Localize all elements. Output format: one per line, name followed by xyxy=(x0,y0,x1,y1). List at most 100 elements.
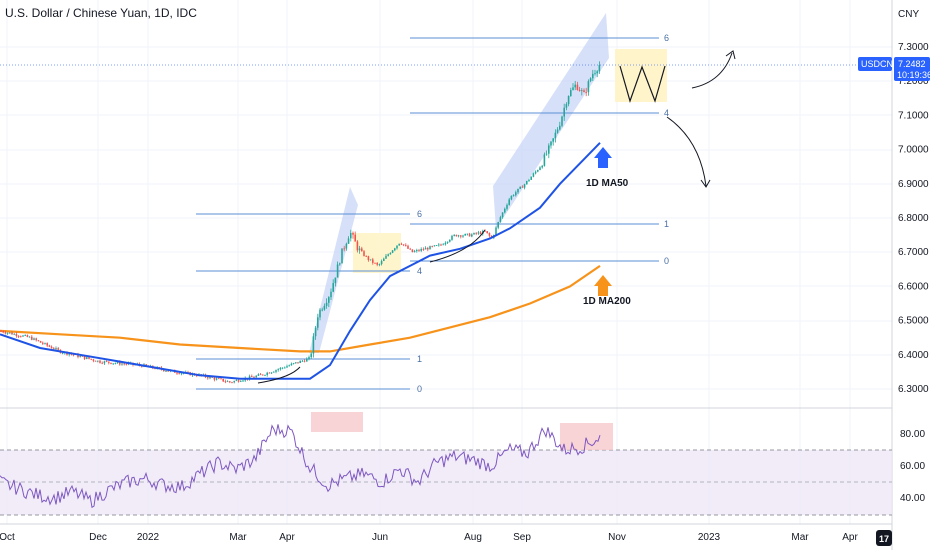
candle-body xyxy=(255,375,257,378)
candle-body xyxy=(339,263,341,265)
candle-body xyxy=(539,167,541,171)
candle-body xyxy=(387,254,389,256)
candle-body xyxy=(438,244,440,246)
fib-third-6-label: 6 xyxy=(664,33,669,43)
candle-body xyxy=(279,367,282,370)
candle-body xyxy=(68,353,70,355)
candle-body xyxy=(224,381,227,383)
candle-body xyxy=(515,192,517,196)
candle-body xyxy=(268,372,271,374)
candle-body xyxy=(523,184,526,188)
time-tick-label: Apr xyxy=(842,532,858,543)
candle-body xyxy=(572,87,574,91)
candle-body xyxy=(444,242,447,245)
candle-body xyxy=(28,336,31,338)
candle-body xyxy=(325,302,328,306)
candle-body xyxy=(477,232,480,234)
candle-body xyxy=(86,357,88,359)
candle-body xyxy=(314,327,317,337)
candle-body xyxy=(90,358,92,360)
fib-second-6-label: 6 xyxy=(417,209,422,219)
candle-body xyxy=(506,204,508,209)
time-tick-label: Oct xyxy=(0,532,15,543)
candle-body xyxy=(552,138,554,142)
candle-body xyxy=(31,336,33,340)
candle-body xyxy=(471,234,473,237)
time-tick-label: Sep xyxy=(513,532,531,543)
candle-body xyxy=(92,359,95,361)
candle-body xyxy=(114,363,117,364)
candle-body xyxy=(6,332,9,334)
candle-body xyxy=(145,364,147,366)
candle-body xyxy=(341,248,343,264)
candle-body xyxy=(424,248,427,250)
candle-body xyxy=(517,188,519,193)
price-badge xyxy=(894,57,930,81)
candle-body xyxy=(411,249,414,253)
candle-body xyxy=(336,264,339,278)
candle-body xyxy=(574,84,576,88)
candle-body xyxy=(567,95,570,105)
candle-body xyxy=(376,263,378,265)
candle-body xyxy=(4,332,7,334)
candle-body xyxy=(440,244,442,246)
candle-body xyxy=(94,360,97,362)
candle-body xyxy=(352,232,354,235)
arrow-up-head xyxy=(725,50,736,60)
candle-body xyxy=(508,199,510,205)
candle-body xyxy=(266,372,268,375)
candle-body xyxy=(116,361,119,364)
symbol-badge xyxy=(858,57,892,71)
rsi-hot-zone-2 xyxy=(560,423,613,450)
candle-body xyxy=(429,246,431,250)
rising-channel-1 xyxy=(309,187,358,353)
candle-body xyxy=(532,173,535,177)
rsi-tick-label: 60.00 xyxy=(900,461,925,472)
candle-body xyxy=(380,261,383,265)
arrow-down-curve xyxy=(666,116,707,187)
candle-body xyxy=(563,107,565,117)
price-axis-ticks: 7.3000 7.2000 7.1000 7.0000 6.9000 6.8000 6.70… xyxy=(898,42,929,395)
price-badge-countdown: 10:19:36 xyxy=(897,70,932,80)
price-tick-label: 7.0000 xyxy=(898,145,929,156)
candle-body xyxy=(530,176,532,180)
candle-body xyxy=(215,378,218,380)
candle-body xyxy=(46,343,48,346)
candle-body xyxy=(554,132,557,139)
candle-body xyxy=(389,252,392,255)
candle-body xyxy=(176,372,178,374)
candle-body xyxy=(464,233,466,236)
candle-body xyxy=(264,374,266,376)
candle-body xyxy=(594,73,596,75)
candle-body xyxy=(361,248,363,252)
candle-body xyxy=(20,336,22,338)
candle-body xyxy=(581,90,583,92)
candle-body xyxy=(61,352,64,354)
price-tick-label: 6.9000 xyxy=(898,179,929,190)
rsi-hot-zone-1 xyxy=(311,412,363,432)
candle-body xyxy=(286,366,288,368)
candle-body xyxy=(37,340,40,342)
candle-body xyxy=(165,370,167,372)
candle-body xyxy=(528,179,530,181)
candle-body xyxy=(125,363,128,365)
candle-body xyxy=(561,116,563,126)
candle-body xyxy=(270,372,273,374)
rsi-tick-label: 40.00 xyxy=(900,493,925,504)
consolidation-box-1 xyxy=(353,233,401,273)
candle-body xyxy=(53,348,55,350)
ma200-arrow-icon xyxy=(594,275,612,296)
ma50-label: 1D MA50 xyxy=(586,178,629,189)
candle-body xyxy=(321,309,323,311)
price-tick-label: 7.3000 xyxy=(898,42,929,53)
candle-body xyxy=(402,244,405,246)
candle-body xyxy=(33,338,35,340)
chart-title: U.S. Dollar / Chinese Yuan, 1D, IDC xyxy=(5,6,197,20)
candle-body xyxy=(275,370,277,372)
tradingview-logo[interactable]: 17 xyxy=(876,530,892,546)
candle-body xyxy=(378,264,381,265)
candle-body xyxy=(233,380,235,383)
candle-body xyxy=(253,376,255,378)
grid-lines xyxy=(0,0,892,524)
